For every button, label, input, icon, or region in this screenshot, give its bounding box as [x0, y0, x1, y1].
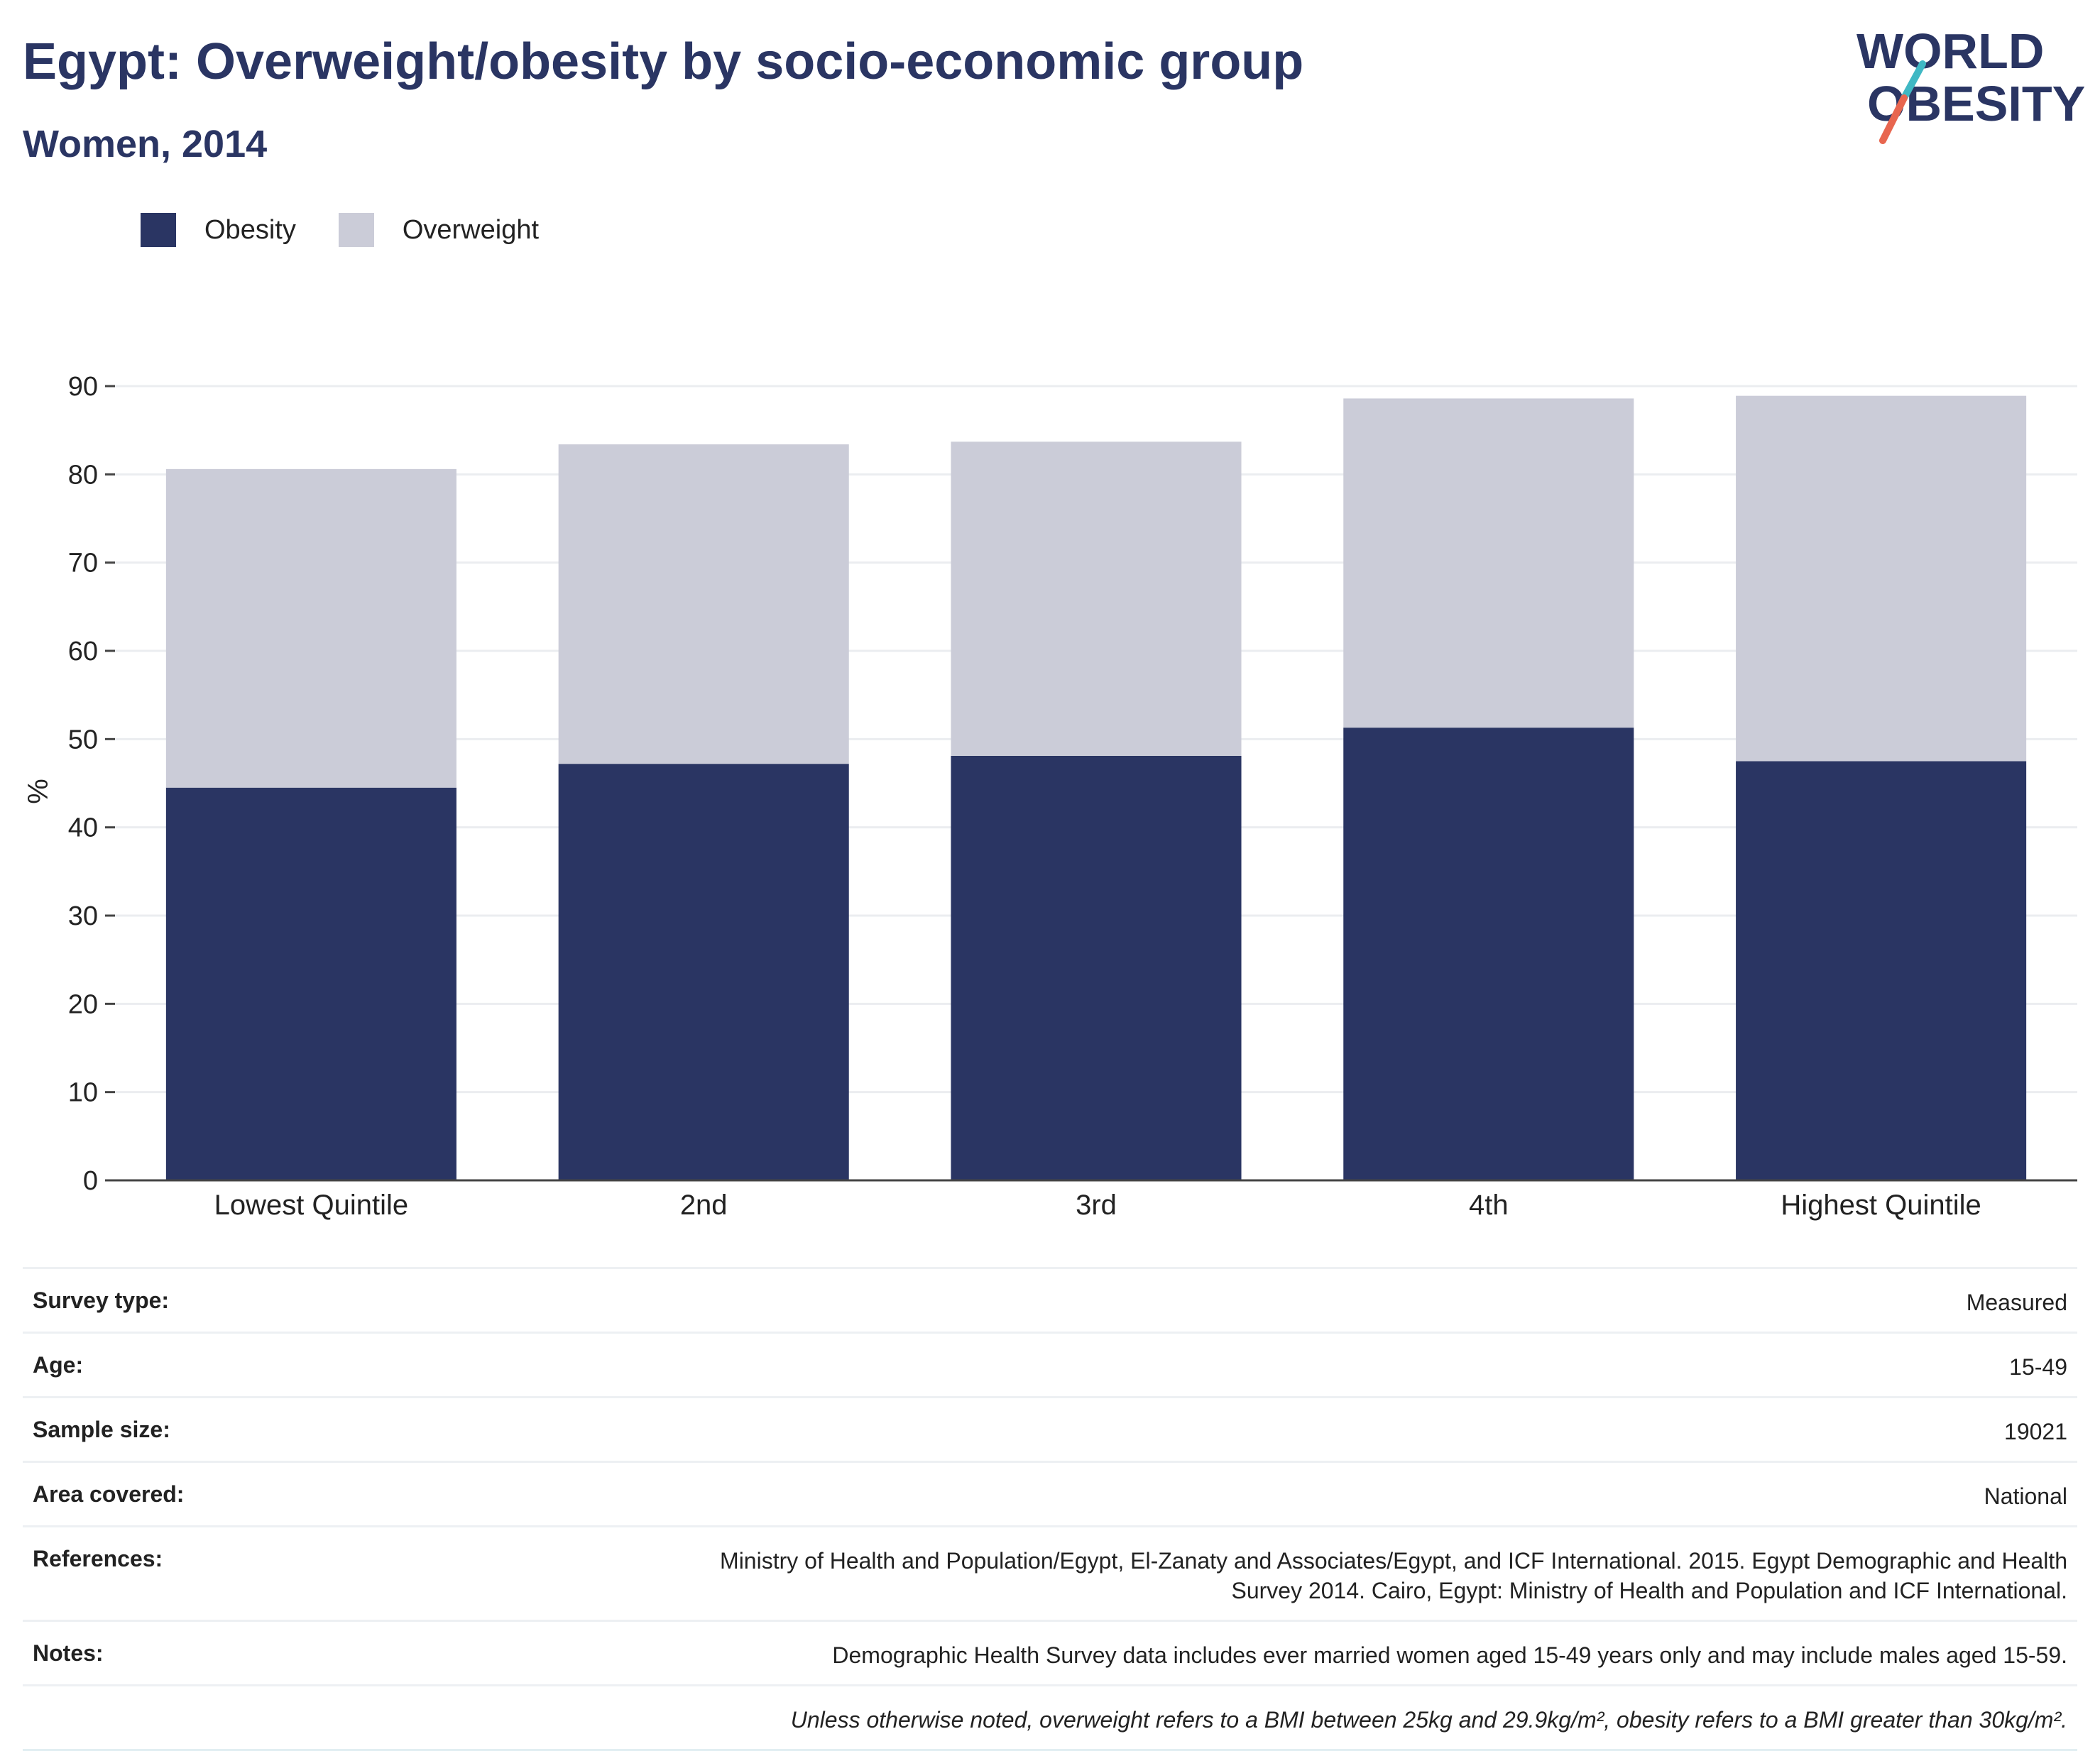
bar-obesity	[1343, 728, 1634, 1180]
bar-overweight	[1343, 398, 1634, 728]
info-row-references: References: Ministry of Health and Popul…	[23, 1527, 2077, 1622]
stacked-bar-chart: 0 10 20 30 40 50 60 70 80 90 Lowest Quintile 2nd 3rd…	[68, 372, 2077, 1221]
x-tick-label: 2nd	[680, 1190, 728, 1221]
bar-obesity	[165, 787, 456, 1180]
info-label: Notes:	[33, 1640, 104, 1666]
references-line-2: Survey 2014. Cairo, Egypt: Ministry of H…	[1231, 1578, 2067, 1603]
info-row-notes: Notes: Demographic Health Survey data in…	[23, 1622, 2077, 1686]
info-value: Measured	[1966, 1290, 2067, 1315]
y-tick-label: 30	[68, 901, 98, 931]
y-tick-label: 60	[68, 637, 98, 666]
info-row-survey-type: Survey type: Measured	[23, 1269, 2077, 1334]
info-label: Area covered:	[33, 1481, 185, 1507]
info-row-sample-size: Sample size: 19021	[23, 1398, 2077, 1463]
bar-obesity	[951, 755, 1242, 1180]
y-tick-label: 20	[68, 989, 98, 1019]
legend-swatch-obesity	[141, 213, 176, 247]
x-tick-label: Highest Quintile	[1781, 1190, 1981, 1221]
legend-item-obesity[interactable]: Obesity	[141, 213, 296, 247]
info-label: Age:	[33, 1352, 84, 1378]
info-value: 19021	[2004, 1419, 2067, 1444]
info-row-area: Area covered: National	[23, 1463, 2077, 1527]
y-tick-label: 70	[68, 549, 98, 578]
info-label: Sample size:	[33, 1417, 170, 1442]
world-obesity-logo: WORLD OBESITY	[1856, 23, 2085, 144]
y-tick-label: 80	[68, 460, 98, 490]
info-row-definition: Unless otherwise noted, overweight refer…	[23, 1686, 2077, 1751]
legend-label-obesity: Obesity	[204, 214, 296, 245]
bar-overweight	[951, 441, 1242, 756]
info-label: References:	[33, 1546, 163, 1571]
chart-title: Egypt: Overweight/obesity by socio-econo…	[23, 33, 1304, 90]
y-tick-label: 40	[68, 813, 98, 843]
info-value-references: Ministry of Health and Population/Egypt,…	[720, 1546, 2067, 1605]
y-tick-label: 0	[83, 1166, 98, 1196]
legend-label-overweight: Overweight	[402, 214, 540, 245]
legend: Obesity Overweight	[141, 210, 581, 250]
y-tick-label: 10	[68, 1078, 98, 1108]
references-line-1: Ministry of Health and Population/Egypt,…	[720, 1548, 2067, 1574]
bar-overweight	[165, 468, 456, 788]
bar-obesity	[558, 764, 849, 1180]
survey-info-table: Survey type: Measured Age: 15-49 Sample …	[23, 1267, 2077, 1751]
bar-overweight	[558, 444, 849, 764]
info-value: 15-49	[2009, 1354, 2067, 1380]
logo-word-world: WORLD	[1856, 23, 2044, 79]
info-value: Demographic Health Survey data includes …	[832, 1642, 2067, 1668]
bar-obesity	[1736, 761, 2027, 1180]
y-tick-label: 50	[68, 725, 98, 754]
x-tick-label: Lowest Quintile	[214, 1190, 408, 1221]
info-row-age: Age: 15-49	[23, 1334, 2077, 1398]
x-tick-label: 3rd	[1076, 1190, 1117, 1221]
info-value: National	[1984, 1483, 2067, 1509]
bar-overweight	[1736, 395, 2027, 762]
x-tick-label: 4th	[1469, 1190, 1509, 1221]
info-value-definition: Unless otherwise noted, overweight refer…	[790, 1707, 2067, 1733]
legend-swatch-overweight	[338, 213, 374, 247]
legend-item-overweight[interactable]: Overweight	[338, 213, 540, 247]
y-tick-label: 90	[68, 372, 98, 402]
logo-slash-bottom	[1879, 94, 1908, 144]
info-label: Survey type:	[33, 1288, 170, 1313]
logo-slash-top	[1901, 60, 1926, 101]
chart-subtitle: Women, 2014	[23, 123, 268, 165]
